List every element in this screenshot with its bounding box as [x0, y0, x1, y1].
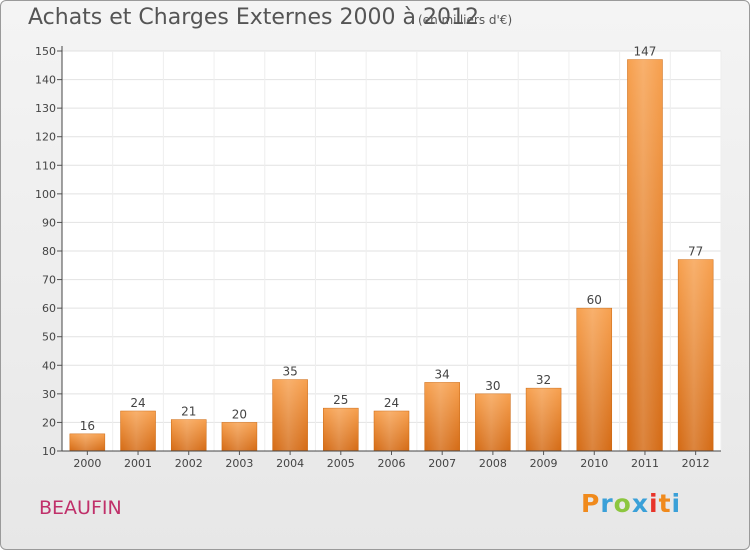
y-tick-label: 60: [42, 302, 56, 315]
logo-letter: o: [613, 489, 632, 518]
x-tick-label-2008: 2008: [479, 457, 507, 470]
bar-highlight: [272, 379, 308, 451]
x-tick-label-2000: 2000: [73, 457, 101, 470]
bar-highlight: [678, 259, 714, 451]
data-label-2009: 32: [536, 373, 551, 387]
x-tick-label-2003: 2003: [225, 457, 253, 470]
logo-letter: P: [581, 489, 601, 518]
x-tick-label-2007: 2007: [428, 457, 456, 470]
y-tick-label: 110: [35, 159, 56, 172]
data-label-2012: 77: [688, 245, 703, 259]
y-tick-label: 70: [42, 274, 56, 287]
data-label-2000: 16: [80, 419, 95, 433]
data-label-2007: 34: [435, 367, 450, 381]
data-label-2001: 24: [130, 396, 145, 410]
y-tick-label: 90: [42, 216, 56, 229]
x-tick-label-2006: 2006: [378, 457, 406, 470]
y-tick-label: 100: [35, 188, 56, 201]
bar-highlight: [120, 411, 156, 451]
data-label-2010: 60: [587, 293, 602, 307]
bar-highlight: [69, 433, 105, 451]
commune-name: BEAUFIN: [39, 497, 122, 519]
bar-highlight: [374, 411, 409, 451]
y-tick-label: 80: [42, 245, 56, 258]
logo-letter: r: [600, 489, 614, 518]
bar-highlight: [221, 422, 257, 451]
bar-highlight: [424, 382, 460, 451]
bar-highlight: [576, 308, 612, 451]
data-label-2004: 35: [282, 365, 297, 379]
data-label-2006: 24: [384, 396, 399, 410]
chart-title: Achats et Charges Externes 2000 à 2012: [28, 5, 479, 30]
x-tick-label-2002: 2002: [175, 457, 203, 470]
y-tick-label: 140: [35, 74, 56, 87]
x-tick-label-2001: 2001: [124, 457, 152, 470]
y-tick-label: 10: [42, 445, 56, 458]
y-tick-label: 120: [35, 131, 56, 144]
data-label-2005: 25: [333, 393, 348, 407]
y-tick-label: 150: [35, 45, 56, 58]
y-tick-label: 30: [42, 388, 56, 401]
logo-letter: x: [631, 489, 649, 518]
bar-highlight: [627, 59, 663, 451]
bar-highlight: [171, 419, 207, 451]
x-tick-label-2009: 2009: [530, 457, 558, 470]
y-tick-label: 40: [42, 359, 56, 372]
bar-highlight: [475, 393, 511, 451]
data-label-2003: 20: [232, 407, 247, 421]
x-tick-label-2004: 2004: [276, 457, 304, 470]
bar-highlight: [323, 408, 359, 451]
bar-highlight: [526, 388, 562, 451]
y-tick-label: 130: [35, 102, 56, 115]
chart-unit-note: (en milliers d'€): [418, 13, 513, 27]
y-tick-label: 50: [42, 331, 56, 344]
y-tick-label: 20: [42, 416, 56, 429]
x-tick-label-2011: 2011: [631, 457, 659, 470]
x-tick-label-2012: 2012: [682, 457, 710, 470]
data-label-2011: 147: [634, 45, 657, 59]
data-label-2008: 30: [485, 379, 500, 393]
proxiti-logo[interactable]: Proxiti: [581, 489, 681, 518]
x-tick-label-2005: 2005: [327, 457, 355, 470]
x-tick-label-2010: 2010: [580, 457, 608, 470]
logo-letter: t: [658, 489, 672, 518]
data-label-2002: 21: [181, 405, 196, 419]
logo-letter: i: [671, 489, 682, 518]
logo-letter: i: [649, 489, 659, 518]
